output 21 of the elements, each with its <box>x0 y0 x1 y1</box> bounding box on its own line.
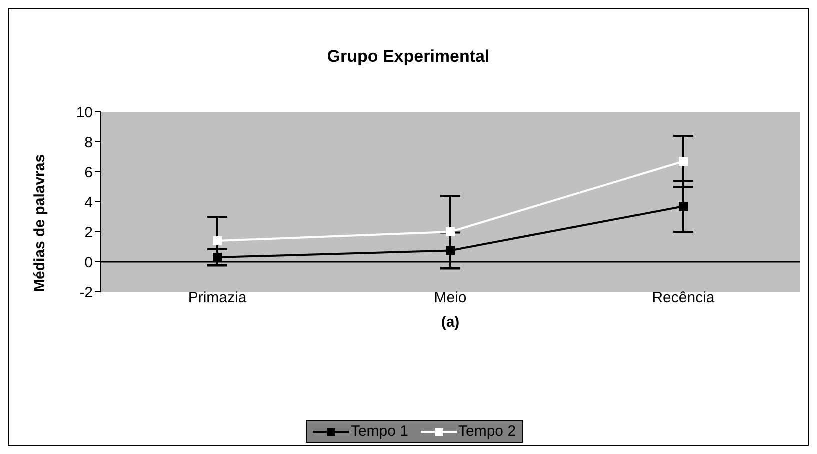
point <box>679 202 688 211</box>
y-tick-label: 2 <box>84 224 93 242</box>
x-tick-label: Recência <box>652 290 716 307</box>
point <box>446 228 455 236</box>
chart-title: Grupo Experimental <box>326 47 491 67</box>
legend-label: Tempo 2 <box>458 423 516 440</box>
point <box>446 246 455 256</box>
legend-label: Tempo 1 <box>350 423 408 440</box>
y-tick-label: 6 <box>84 164 93 182</box>
y-tick-label: 8 <box>84 134 93 152</box>
point <box>679 157 688 166</box>
y-tick-label: -2 <box>80 284 93 302</box>
point <box>213 236 222 246</box>
y-tick-label: 10 <box>76 104 93 122</box>
y-axis-title: Médias de palavras <box>31 154 48 292</box>
y-tick-label: 0 <box>84 254 93 272</box>
x-axis-title: (a) <box>441 314 460 331</box>
x-tick-label: Primazia <box>188 290 248 307</box>
x-tick-label: Meio <box>434 290 467 307</box>
y-tick-label: 4 <box>84 194 93 212</box>
point <box>213 253 222 262</box>
